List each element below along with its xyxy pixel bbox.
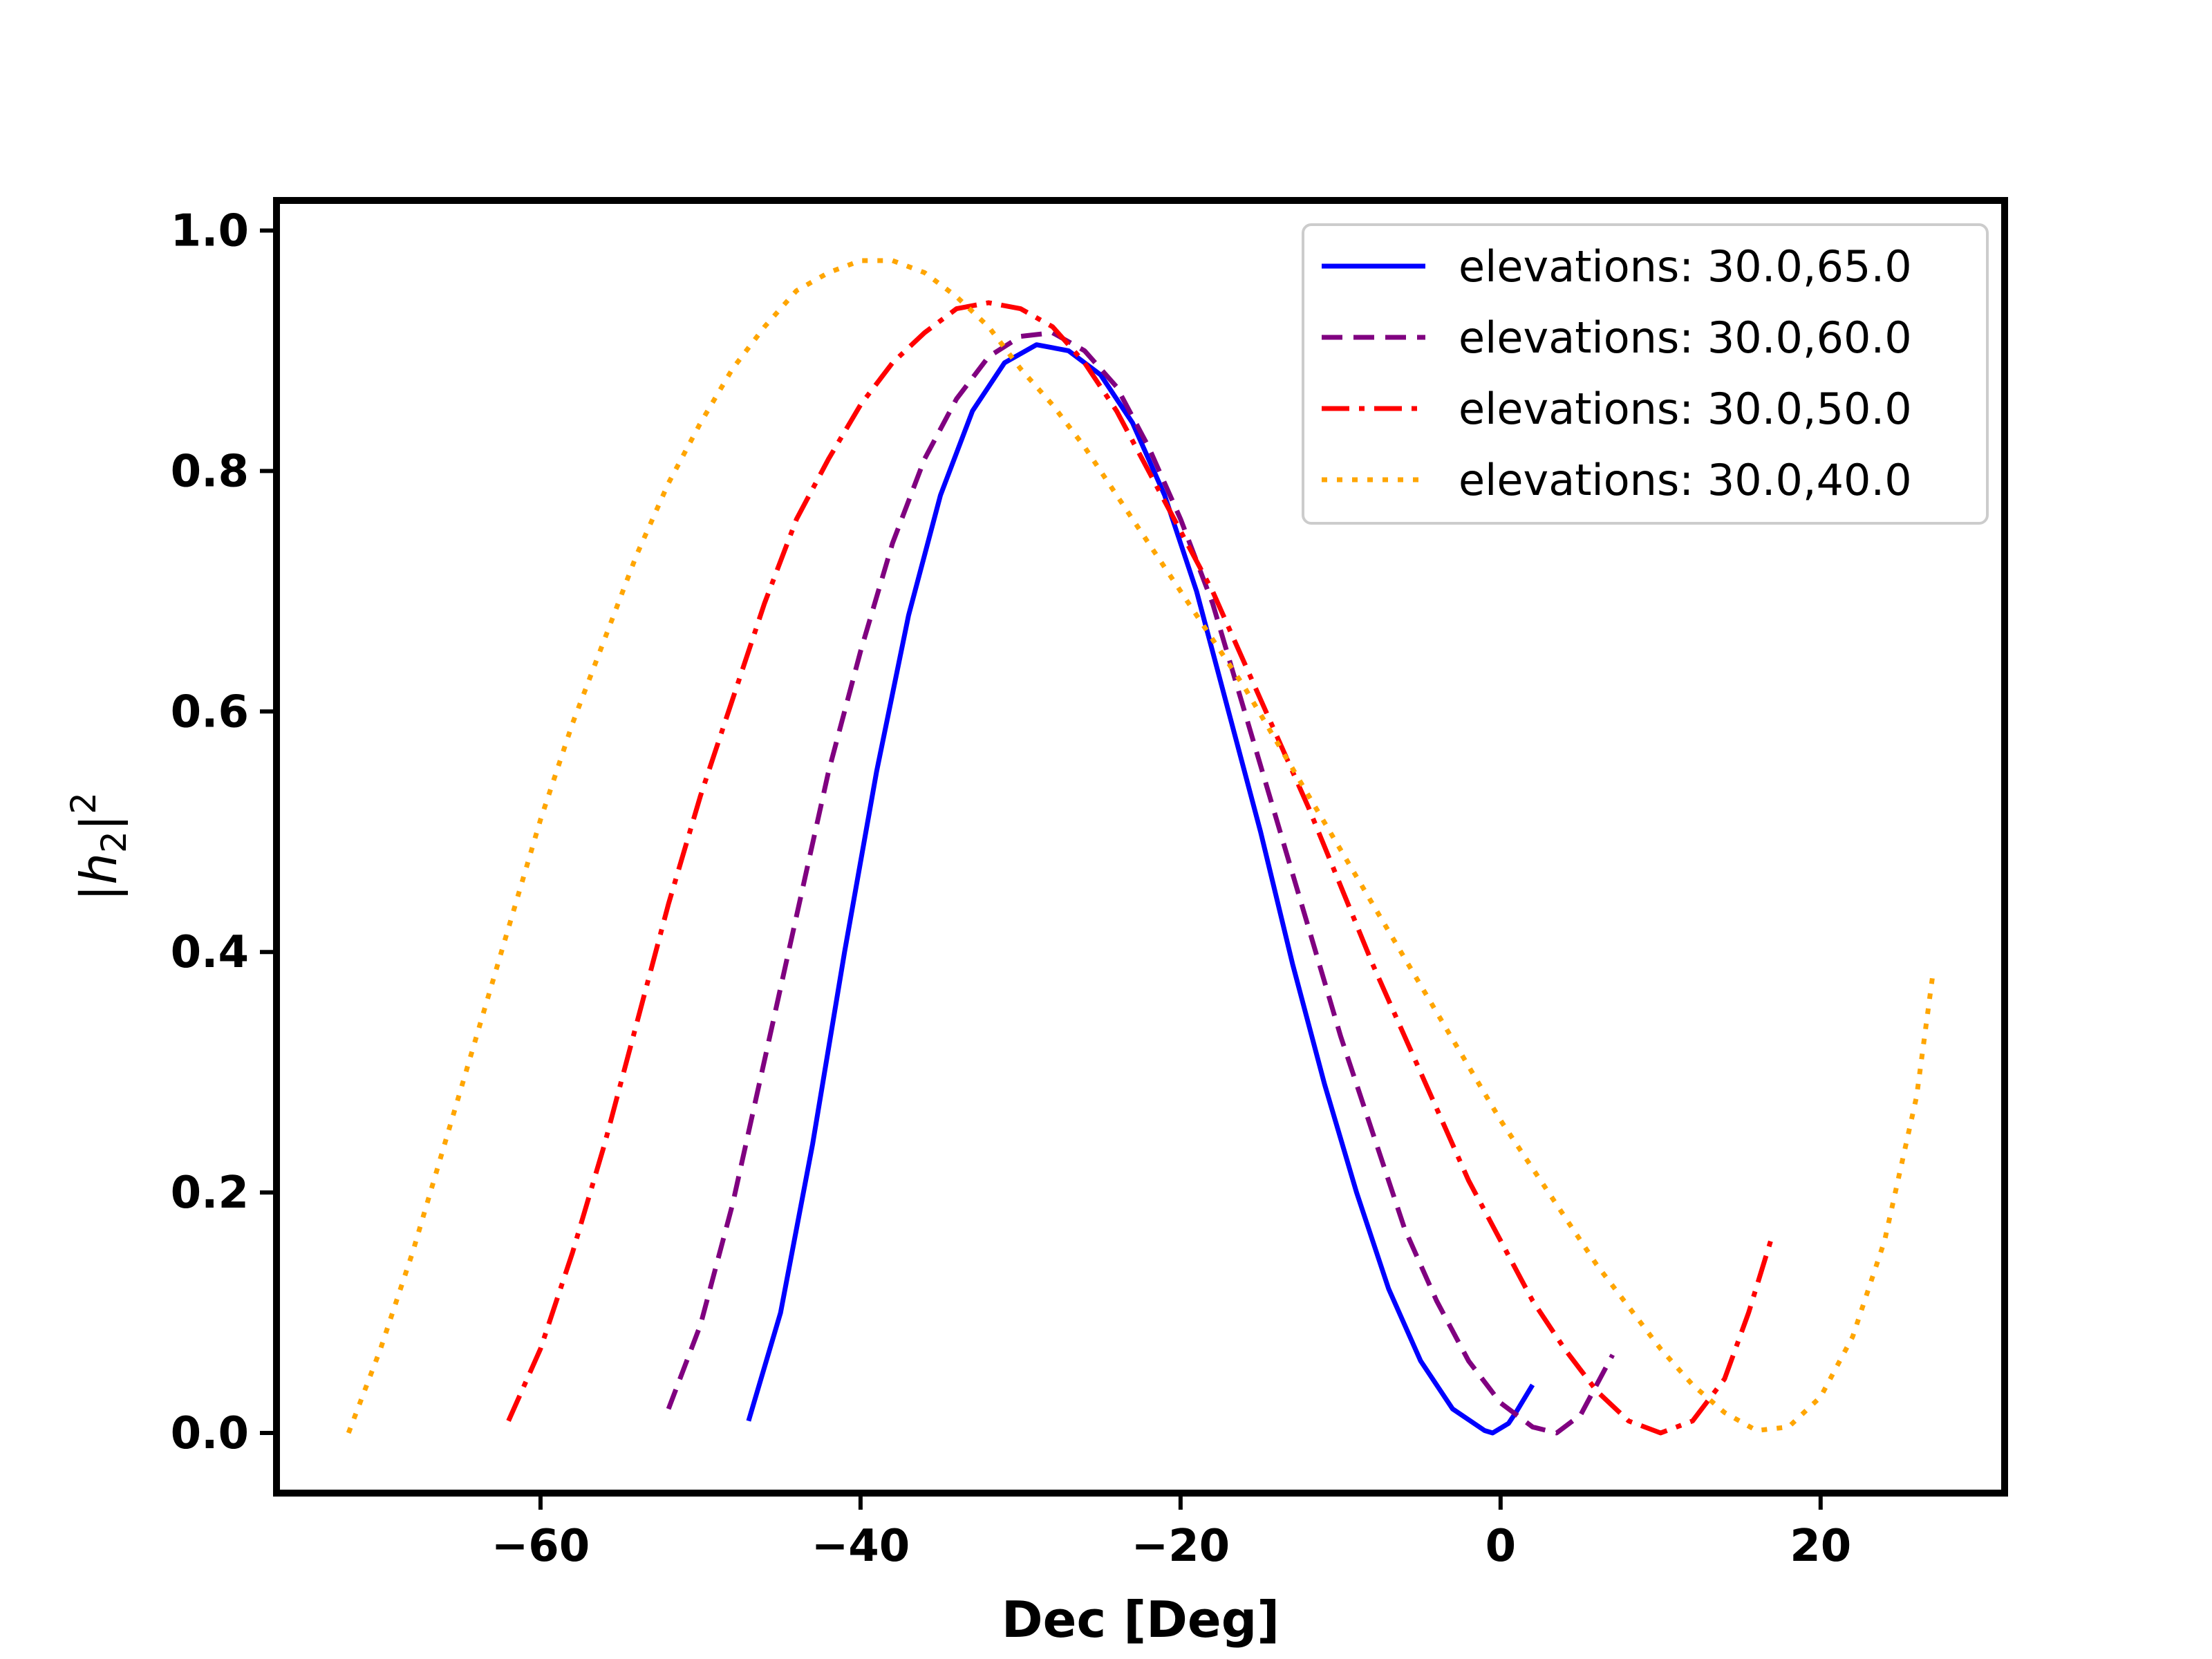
y-axis-title: |h2|2 [64,792,134,901]
legend-label-3: elevations: 30.0,40.0 [1459,455,1912,505]
y-tick-label: 0.8 [171,446,249,497]
legend-label-2: elevations: 30.0,50.0 [1459,384,1912,434]
y-axis-title-subscript: 2 [94,831,134,853]
y-axis-title-base: h [70,853,128,885]
y-tick-label: 1.0 [171,205,249,256]
x-tick-label: 0 [1485,1521,1517,1572]
legend-label-0: elevations: 30.0,65.0 [1459,241,1912,292]
y-tick-label: 0.6 [171,686,249,738]
legend-box [1302,223,1989,525]
y-tick-label: 0.2 [171,1168,249,1219]
x-tick-label: 20 [1790,1521,1851,1572]
y-tick-label: 0.4 [171,927,249,978]
legend-label-1: elevations: 30.0,60.0 [1459,312,1912,363]
x-tick-label: −40 [812,1521,910,1572]
series-line-1 [666,330,1615,1436]
y-axis-title-superscript: 2 [64,792,104,814]
x-axis-title: Dec [Deg] [1002,1591,1280,1649]
y-tick-label: 0.0 [171,1408,249,1459]
series-line-0 [746,342,1535,1436]
series-line-2 [506,300,1775,1436]
y-axis-title-bar-left: | [70,885,129,901]
x-axis: −60 −40 −20 0 20 [491,1493,1851,1572]
x-tick-label: −20 [1132,1521,1230,1572]
y-axis: 0.0 0.2 0.4 0.6 0.8 1.0 [171,205,276,1459]
svg-text:|h2|2: |h2|2 [64,792,134,901]
legend: elevations: 30.0,65.0 elevations: 30.0,60… [1302,223,1989,525]
series-layer [346,258,1936,1436]
y-axis-title-bar-right: | [70,814,129,831]
x-tick-label: −60 [491,1521,590,1572]
plot-frame [273,197,2008,1497]
